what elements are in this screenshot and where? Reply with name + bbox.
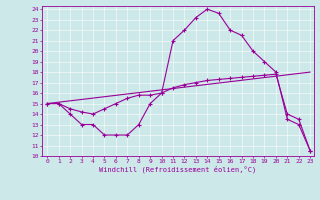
X-axis label: Windchill (Refroidissement éolien,°C): Windchill (Refroidissement éolien,°C) bbox=[99, 165, 256, 173]
